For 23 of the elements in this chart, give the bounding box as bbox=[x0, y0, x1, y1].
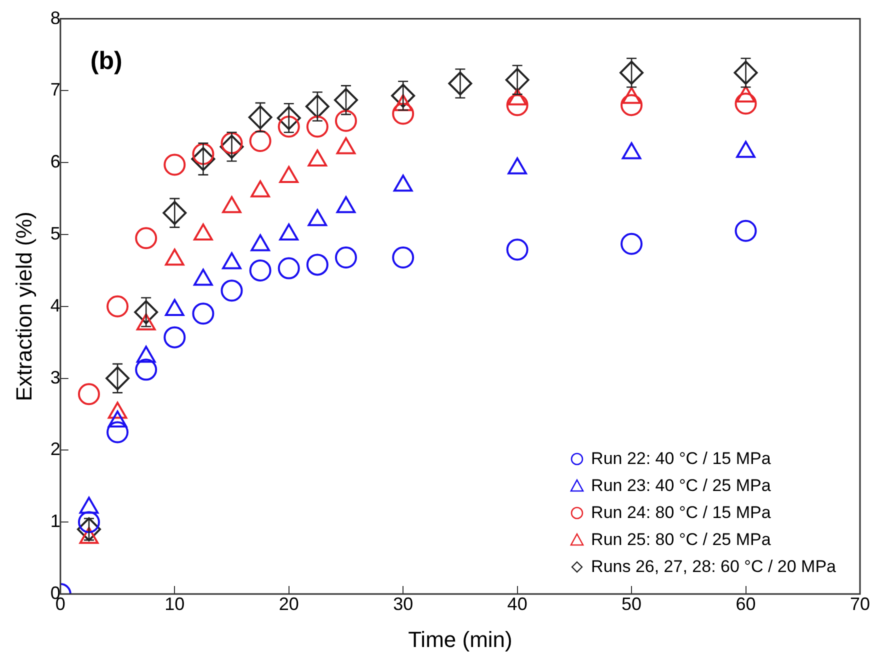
y-tick-label: 6 bbox=[50, 152, 60, 172]
x-tick-label: 20 bbox=[278, 594, 299, 614]
y-tick-label: 7 bbox=[50, 80, 60, 100]
y-tick-label: 2 bbox=[50, 439, 60, 460]
legend-label: Run 24: 80 °C / 15 MPa bbox=[591, 502, 771, 524]
y-tick-label: 1 bbox=[50, 511, 60, 532]
x-tick-label: 50 bbox=[622, 594, 642, 614]
y-tick-label: 3 bbox=[50, 367, 60, 388]
annotation: (b) bbox=[90, 46, 122, 76]
legend-label: Run 25: 80 °C / 25 MPa bbox=[591, 529, 771, 551]
x-tick-label: 10 bbox=[164, 594, 185, 614]
y-tick-label: 4 bbox=[50, 295, 60, 316]
legend-label: Run 23: 40 °C / 25 MPa bbox=[591, 475, 771, 497]
x-tick-label: 30 bbox=[393, 594, 414, 614]
x-tick-label: 70 bbox=[850, 594, 870, 614]
y-axis-title: Extraction yield (%) bbox=[11, 212, 36, 402]
x-tick-label: 40 bbox=[507, 594, 528, 614]
legend-label: Runs 26, 27, 28: 60 °C / 20 MPa bbox=[591, 556, 836, 578]
x-tick-label: 60 bbox=[736, 594, 756, 614]
y-tick-label: 5 bbox=[50, 223, 60, 244]
x-axis-title: Time (min) bbox=[408, 626, 512, 652]
legend-label: Run 22: 40 °C / 15 MPa bbox=[591, 448, 771, 470]
y-tick-label: 8 bbox=[50, 8, 60, 28]
